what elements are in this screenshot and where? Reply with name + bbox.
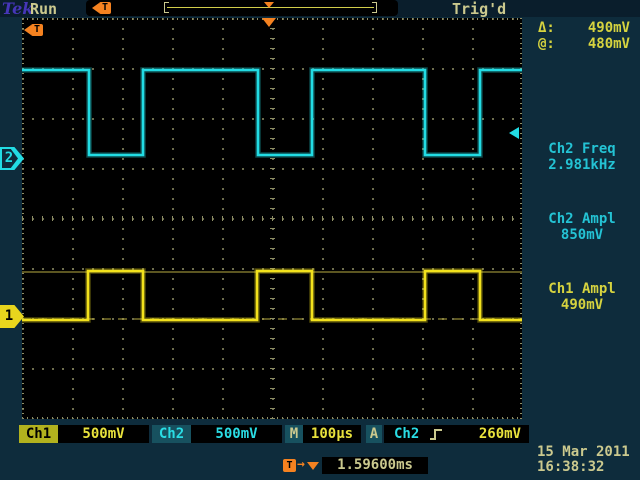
acquisition-status: Run [30,0,58,18]
measurement-label: Ch2 Ampl [548,211,616,227]
cursor-delta-value: 490mV [587,20,630,36]
ch2-scale-readout: 500mV [191,425,282,443]
ch2-position-marker: 2 [0,147,24,170]
left-arrow-icon [92,3,99,13]
graticule: T [22,18,522,419]
measurement-label: Ch1 Ampl [548,281,616,297]
marker-fill [2,149,18,168]
left-arrow-icon [24,25,31,35]
cursor-at-value: 480mV [587,36,630,52]
trigger-level-arrow-icon [509,127,519,139]
record-bracket-left [164,2,169,13]
ch1-position-marker: 1 [0,305,24,328]
measurement-value: 2.981kHz [548,157,616,173]
horizontal-position-readout: 1.59600ms [322,457,428,474]
ch1-trace [22,269,522,322]
measurement-value: 850mV [560,227,604,243]
trigger-level-value: 260mV [478,426,521,442]
record-bracket-right [372,2,377,13]
trigger-readout: Ch2 260mV [384,425,529,443]
trigger-position-icon: T [92,2,111,14]
trigger-mode-badge: A [366,425,382,443]
trigger-position-marker-icon [262,18,276,27]
trigger-source: Ch2 [394,426,420,442]
waveform-svg [22,67,522,323]
measurement-ch2-freq: Ch2 Freq 2.981kHz [524,141,640,173]
down-triangle-icon [307,462,319,470]
ch2-trace [22,68,522,157]
time-readout: 16:38:32 [537,459,605,475]
trigger-time-marker-icon: T [24,24,43,36]
ch1-trace [22,268,522,323]
timebase-badge: M [285,425,303,443]
marker-outline [0,305,24,328]
measurement-ch1-ampl: Ch1 Ampl 490mV [524,281,640,313]
record-view-box [86,0,398,16]
date-readout: 15 Mar 2011 [537,444,630,460]
tek-logo: Tek [2,0,34,18]
t-icon: T [31,24,43,36]
ch1-channel-badge[interactable]: Ch1 [19,425,58,443]
t-icon: T [99,2,111,14]
measurement-ch2-ampl: Ch2 Ampl 850mV [524,211,640,243]
trigger-status: Trig'd [452,0,507,18]
ch2-marker-label: 2 [4,150,14,166]
cursor-delta-label: Δ: [538,20,555,36]
rising-edge-icon [429,428,443,441]
cursor-at-label: @: [538,36,555,52]
right-arrow-icon: → [297,457,305,472]
ch1-marker-label: 1 [4,308,14,324]
cursor-delta-readout: Δ: 490mV [538,20,630,36]
ch2-channel-badge[interactable]: Ch2 [152,425,191,443]
ch1-scale-readout: 500mV [58,425,149,443]
timebase-readout: 100µs [303,425,361,443]
horizontal-pos-t-icon: T [283,459,296,472]
center-horizontal-axis [22,216,522,221]
record-trigger-position-icon [264,2,274,8]
measurement-value: 490mV [560,297,604,313]
top-status-bar: Tek Run T Trig'd [0,0,640,18]
cursor-at-readout: @: 480mV [538,36,630,52]
measurement-label: Ch2 Freq [548,141,616,157]
ch2-trace [22,67,522,158]
